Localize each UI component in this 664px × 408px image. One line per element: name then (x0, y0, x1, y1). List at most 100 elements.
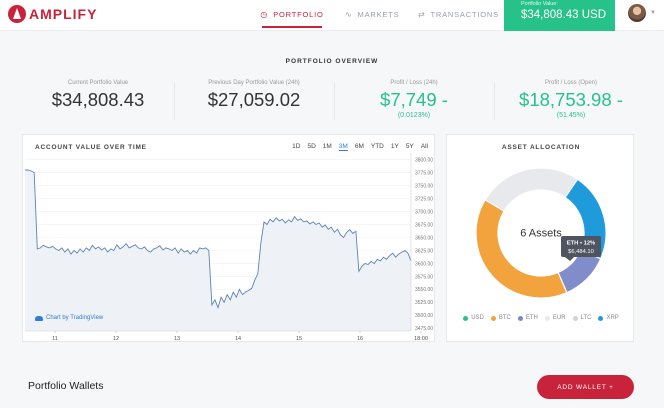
nav-transactions-label: TRANSACTIONS (430, 10, 499, 19)
y-tick-label: 3800.00 (415, 157, 433, 163)
legend-dot (572, 315, 578, 321)
portfolio-value: $34,808.43 USD (521, 9, 607, 21)
y-tick-label: 3625.00 (415, 248, 433, 254)
account-value-card: ACCOUNT VALUE OVER TIME 1D 5D 1M 3M 6M YTD 1Y 5… (22, 134, 435, 342)
range-3m[interactable]: 3M (338, 143, 348, 151)
tradingview-link[interactable]: Chart by TradingView (35, 315, 103, 321)
tooltip-pointer (565, 257, 574, 261)
series-line (25, 169, 412, 309)
legend-label: EUR (552, 315, 566, 321)
stat-value: $27,059.02 (207, 89, 301, 110)
range-1y[interactable]: 1Y (390, 143, 399, 150)
allocation-donut[interactable]: 6 Assets ETH • 12% $6,484.10 (447, 135, 635, 343)
y-tick-label: 3550.00 (415, 287, 433, 293)
y-tick-label: 3750.00 (415, 183, 433, 189)
asset-allocation-card: ASSET ALLOCATION 6 Assets ETH • 12% $6,484… (446, 134, 634, 342)
legend-label: USD (471, 315, 484, 321)
y-tick-label: 3575.00 (415, 274, 433, 280)
wallets-title: Portfolio Wallets (28, 380, 104, 392)
range-5d[interactable]: 5D (307, 143, 316, 150)
add-wallet-button[interactable]: ADD WALLET + (537, 375, 634, 399)
range-all[interactable]: All (420, 143, 428, 150)
cloud-icon (35, 315, 43, 321)
stat-previous-value: Previous Day Portfolio Value (24h) $27,0… (196, 80, 312, 124)
range-ytd[interactable]: YTD (370, 143, 384, 150)
legend-label: BTC (498, 315, 511, 321)
range-selector: 1D 5D 1M 3M 6M YTD 1Y 5Y All (292, 143, 428, 151)
chart-title: ACCOUNT VALUE OVER TIME (35, 144, 147, 151)
overview-title: PORTFOLIO OVERVIEW (285, 58, 379, 65)
legend-dot (544, 315, 550, 321)
account-value-chart[interactable]: 3475.00 3500.00 3525.00 3550.00 3575.00 3600.… (23, 135, 436, 343)
clock-icon: ◷ (260, 10, 269, 19)
plot-area (25, 159, 412, 331)
trend-icon: ∿ (345, 10, 353, 19)
legend-item-xrp[interactable]: XRP (598, 315, 619, 321)
y-tick-label: 3600.00 (415, 261, 433, 267)
slice-eur (484, 167, 579, 212)
y-tick-label: 3725.00 (415, 196, 433, 202)
divider (174, 82, 175, 120)
avatar[interactable] (628, 4, 646, 22)
legend-dot (463, 315, 469, 321)
tooltip-value: $6,484.10 (568, 249, 594, 255)
y-tick-label: 3775.00 (415, 170, 433, 176)
stat-label: Current Portfolio Value (67, 80, 129, 86)
brand-logo[interactable]: AMPLIFY (8, 4, 97, 24)
stat-profit-open: Profit / Loss (Open) $18,753.98 - (51.45… (504, 80, 638, 124)
y-tick-label: 3650.00 (415, 235, 433, 241)
divider (334, 82, 335, 120)
eth-tooltip: ETH • 12% $6,484.10 (561, 236, 601, 261)
x-tick-label: 18:00 (414, 336, 428, 342)
stat-label: Profit / Loss (Open) (544, 80, 598, 86)
stat-value: $7,749 - (380, 89, 448, 110)
amplify-logo-icon (8, 5, 26, 23)
range-5y[interactable]: 5Y (405, 143, 414, 150)
legend-label: XRP (606, 315, 619, 321)
y-tick-label: 3500.00 (415, 313, 433, 319)
legend-item-btc[interactable]: BTC (490, 315, 511, 321)
stat-profit-24h: Profit / Loss (24h) $7,749 - (0.0123%) (352, 80, 476, 124)
series-area (25, 170, 411, 331)
range-6m[interactable]: 6M (354, 143, 364, 150)
legend-item-eur[interactable]: EUR (544, 315, 566, 321)
chevron-down-icon[interactable]: ▼ (650, 10, 656, 16)
stat-percent: (51.45%) (556, 112, 586, 119)
x-tick-label: 14 (235, 336, 241, 342)
legend-item-eth[interactable]: ETH (517, 315, 538, 321)
y-tick-label: 3675.00 (415, 222, 433, 228)
x-tick-label: 16 (357, 336, 363, 342)
tooltip-box (561, 236, 601, 257)
brand-name: AMPLIFY (29, 6, 98, 22)
stat-label: Profit / Loss (24h) (390, 80, 438, 86)
portfolio-value-label: Portfolio Value: (521, 1, 558, 7)
nav-markets-label: MARKETS (357, 10, 400, 19)
legend-dot (517, 315, 523, 321)
stat-current-value: Current Portfolio Value $34,808.43 (40, 80, 156, 124)
legend-item-usd[interactable]: USD (463, 315, 484, 321)
x-tick-label: 11 (52, 336, 58, 342)
tooltip-title: ETH • 12% (567, 241, 595, 247)
x-tick-label: 12 (113, 336, 119, 342)
x-tick-label: 13 (174, 336, 180, 342)
allocation-legend: USD BTC ETH EUR LTC XRP (447, 315, 635, 321)
donut-center-label: 6 Assets (520, 228, 562, 240)
nav-transactions[interactable]: ⇄ TRANSACTIONS (418, 0, 498, 29)
stat-value: $34,808.43 (51, 89, 145, 110)
legend-item-ltc[interactable]: LTC (572, 315, 591, 321)
stat-percent: (0.0123%) (397, 112, 431, 119)
range-1d[interactable]: 1D (292, 143, 301, 150)
legend-label: ETH (525, 315, 538, 321)
y-tick-label: 3475.00 (415, 326, 433, 332)
y-tick-label: 3525.00 (415, 300, 433, 306)
top-bar: AMPLIFY ◷ PORTFOLIO ∿ MARKETS ⇄ TRANSACT… (0, 0, 664, 31)
active-tab-indicator (262, 26, 322, 28)
legend-dot (598, 315, 604, 321)
divider (494, 82, 495, 120)
nav-markets[interactable]: ∿ MARKETS (345, 0, 399, 29)
range-1m[interactable]: 1M (322, 143, 332, 150)
stat-value: $18,753.98 - (519, 89, 623, 110)
nav-portfolio[interactable]: ◷ PORTFOLIO (260, 0, 322, 29)
swap-icon: ⇄ (418, 10, 426, 19)
x-tick-label: 15 (296, 336, 302, 342)
